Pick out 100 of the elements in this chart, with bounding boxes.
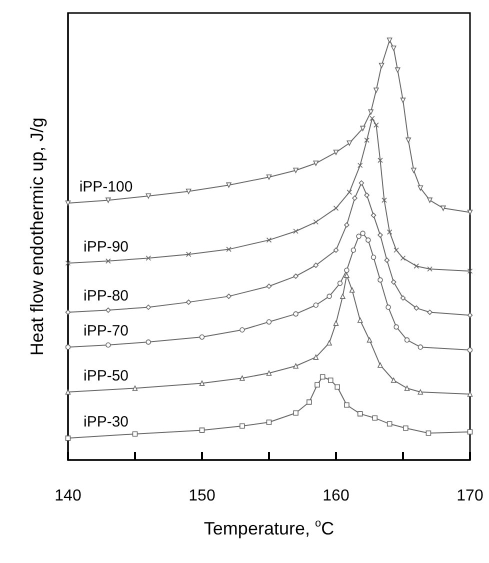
point: [467, 210, 473, 216]
point: [106, 258, 111, 264]
series-label: iPP-70: [83, 322, 129, 340]
point: [106, 342, 111, 348]
point: [293, 410, 298, 416]
point: [358, 180, 364, 186]
point: [146, 304, 152, 310]
point: [349, 287, 355, 293]
point: [364, 192, 370, 198]
point: [467, 312, 473, 318]
point: [344, 402, 350, 408]
point: [467, 347, 473, 353]
point: [404, 386, 410, 391]
point: [313, 302, 319, 308]
point: [374, 122, 379, 128]
point: [427, 198, 432, 203]
point: [467, 268, 473, 274]
point: [378, 277, 383, 283]
point: [340, 294, 346, 299]
point: [378, 62, 384, 68]
point: [293, 274, 298, 279]
point: [266, 319, 272, 325]
series-label: iPP-100: [79, 178, 133, 196]
point: [370, 212, 376, 218]
point: [418, 389, 424, 395]
point: [186, 188, 192, 194]
series-label: iPP-80: [83, 288, 129, 305]
point: [364, 138, 370, 143]
point: [266, 420, 272, 425]
point: [370, 254, 376, 260]
point: [344, 272, 350, 278]
point: [386, 229, 392, 235]
x-tick-label: 150: [188, 488, 216, 504]
point: [360, 126, 366, 132]
point: [146, 339, 152, 345]
point: [357, 411, 363, 416]
point: [418, 185, 424, 191]
point: [240, 327, 245, 333]
point: [293, 311, 298, 317]
point: [394, 324, 399, 330]
point: [427, 266, 432, 272]
point: [357, 162, 363, 168]
point: [411, 168, 416, 174]
point: [199, 380, 205, 386]
point: [293, 168, 298, 174]
point: [226, 294, 232, 299]
point: [146, 255, 152, 261]
point: [240, 423, 245, 429]
point: [344, 268, 350, 273]
point: [378, 158, 383, 163]
point: [132, 386, 138, 391]
x-tick-label: 170: [456, 488, 484, 504]
point: [418, 344, 424, 350]
x-tick-label: 160: [322, 488, 350, 504]
point: [400, 295, 406, 301]
point: [106, 308, 111, 313]
point: [384, 258, 390, 263]
point: [360, 230, 366, 236]
point: [390, 378, 396, 383]
point: [65, 344, 71, 350]
point: [226, 182, 232, 188]
point: [400, 98, 406, 103]
point: [346, 190, 352, 195]
series-label: iPP-50: [83, 367, 129, 384]
point: [427, 310, 432, 315]
point: [404, 337, 410, 343]
series-label: iPP-30: [83, 414, 129, 431]
point: [386, 304, 391, 310]
point: [146, 193, 152, 199]
point: [132, 431, 138, 437]
point: [352, 195, 358, 201]
point: [403, 425, 408, 431]
point: [344, 222, 350, 228]
x-tick-label: 140: [54, 488, 82, 504]
point: [378, 362, 383, 368]
point: [240, 376, 245, 381]
point: [370, 116, 375, 121]
point: [326, 294, 332, 299]
point: [333, 247, 339, 253]
point: [414, 263, 420, 269]
point: [333, 206, 339, 211]
y-axis-title: Heat flow endothermic up, J/g: [27, 117, 47, 356]
point: [440, 206, 446, 211]
point: [333, 320, 339, 326]
point: [313, 262, 319, 268]
point: [390, 279, 396, 285]
point: [266, 174, 272, 180]
point: [368, 109, 374, 115]
point: [65, 389, 71, 395]
point: [426, 430, 432, 436]
point: [306, 399, 312, 405]
point: [313, 219, 319, 225]
point: [386, 421, 392, 427]
point: [314, 382, 320, 388]
point: [320, 374, 326, 380]
point: [400, 255, 406, 261]
point: [266, 237, 272, 243]
point: [374, 88, 379, 93]
point: [199, 334, 205, 340]
point: [266, 370, 272, 376]
